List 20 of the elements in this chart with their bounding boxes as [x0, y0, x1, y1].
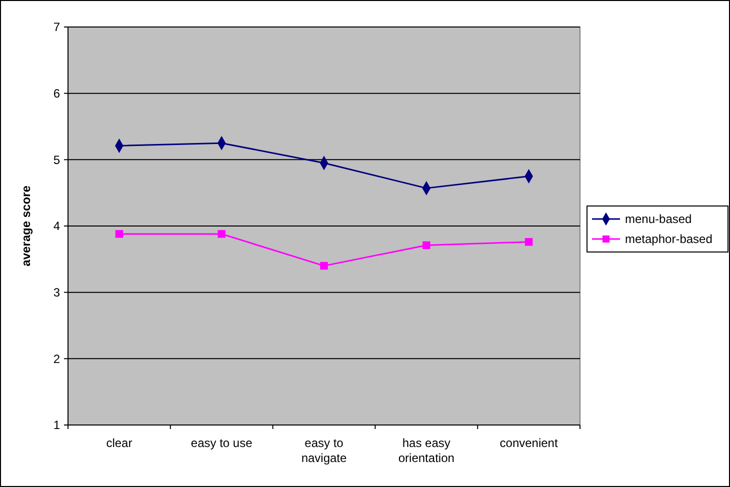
legend-label: menu-based [625, 212, 692, 226]
point [524, 238, 533, 246]
legend-label: metaphor-based [625, 232, 712, 246]
y-tick-label: 7 [53, 20, 60, 34]
y-axis-title: average score [19, 185, 33, 266]
point [422, 241, 430, 250]
y-tick-label: 4 [53, 219, 60, 234]
x-tick-label: easy to use [190, 436, 253, 450]
y-tick-label: 5 [53, 152, 60, 167]
point [218, 230, 226, 238]
y-tick-label: 1 [53, 418, 60, 432]
y-tick-label: 2 [53, 352, 60, 366]
x-tick-label: convenient [500, 436, 558, 450]
point [320, 262, 328, 270]
x-tick-label: has easy orientation [398, 436, 454, 465]
x-tick-label: clear [106, 436, 132, 450]
x-tick-label: easy to navigate [301, 436, 348, 465]
y-tick-label: 3 [53, 286, 60, 300]
y-tick-label: 6 [53, 86, 60, 101]
point [115, 230, 124, 238]
